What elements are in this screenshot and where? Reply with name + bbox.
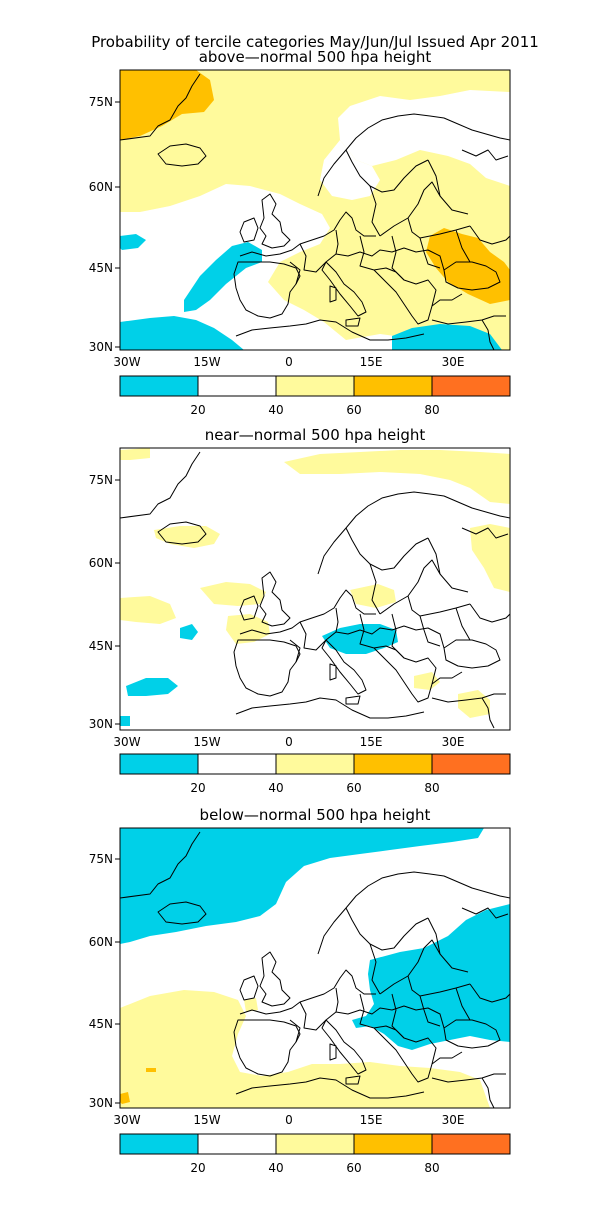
lon-tick-label: 30W	[113, 355, 140, 369]
colorbar-label: 20	[190, 781, 205, 795]
colorbar-label: 80	[424, 1161, 439, 1175]
prob-60-80-region	[120, 70, 214, 140]
lon-tick-label: 15W	[193, 355, 220, 369]
prob-below-20-region	[120, 316, 244, 350]
map-frame	[119, 827, 511, 1109]
colorbar: 20 40 60 80	[119, 375, 511, 417]
prob-below-20-region	[184, 242, 262, 312]
panel-title: near—normal 500 hpa height	[205, 426, 426, 444]
lon-tick-label: 15W	[193, 1113, 220, 1127]
lat-tick-label: 30N	[89, 717, 113, 731]
lat-tick-label: 75N	[89, 95, 113, 109]
lat-tick-label: 60N	[89, 556, 113, 570]
prob-below-20-region	[180, 624, 198, 640]
figure-title: Probability of tercile categories May/Ju…	[91, 33, 539, 51]
map-frame	[119, 69, 511, 351]
colorbar-label: 80	[424, 403, 439, 417]
lon-tick-label: 15W	[193, 735, 220, 749]
colorbar: 20 40 60 80	[119, 1133, 511, 1175]
prob-below-20-region	[352, 904, 510, 1050]
prob-40-60-region	[244, 998, 258, 1012]
colorbar: 20 40 60 80	[119, 753, 511, 795]
prob-40-60-region	[284, 450, 510, 504]
lon-tick-label: 30W	[113, 735, 140, 749]
lat-tick-label: 45N	[89, 1017, 113, 1031]
prob-below-20-region	[120, 716, 130, 726]
lon-tick-label: 0	[285, 355, 293, 369]
prob-60-80-region	[120, 1092, 130, 1104]
prob-40-60-region	[458, 690, 490, 718]
prob-40-60-region	[120, 990, 490, 1108]
prob-below-20-region	[392, 324, 502, 350]
panel-near-normal: near—normal 500 hpa height	[89, 426, 511, 795]
lat-tick-label: 75N	[89, 852, 113, 866]
map-frame	[119, 447, 511, 731]
prob-40-60-region	[120, 448, 150, 460]
panel-title: below—normal 500 hpa height	[200, 806, 431, 824]
colorbar-label: 80	[424, 781, 439, 795]
prob-40-60-region	[200, 582, 266, 606]
lat-tick-label: 60N	[89, 935, 113, 949]
map-area	[120, 828, 510, 1108]
colorbar-label: 60	[346, 781, 361, 795]
lat-tick-label: 60N	[89, 180, 113, 194]
prob-below-20-region	[322, 624, 398, 654]
colorbar-label: 40	[268, 781, 283, 795]
lon-tick-label: 15E	[360, 1113, 383, 1127]
lon-tick-label: 30W	[113, 1113, 140, 1127]
colorbar-label: 60	[346, 1161, 361, 1175]
panel-above-normal: above—normal 500 hpa height 75N 60N 45N …	[89, 48, 511, 417]
lon-tick-label: 30E	[442, 735, 465, 749]
lon-tick-label: 0	[285, 735, 293, 749]
map-area	[120, 70, 510, 350]
colorbar-label: 20	[190, 403, 205, 417]
lon-tick-label: 15E	[360, 735, 383, 749]
prob-below-20-region	[126, 678, 178, 696]
prob-40-60-region	[120, 596, 176, 624]
panel-below-normal: below—normal 500 hpa height 75N 60N 45N …	[89, 806, 511, 1175]
map-area	[120, 448, 510, 730]
lat-tick-label: 30N	[89, 1096, 113, 1110]
lat-tick-label: 45N	[89, 261, 113, 275]
prob-40-60-region	[470, 524, 510, 592]
lon-tick-label: 30E	[442, 355, 465, 369]
lat-tick-label: 75N	[89, 473, 113, 487]
prob-40-60-region	[120, 70, 510, 350]
prob-40-60-region	[226, 614, 270, 644]
colorbar-label: 60	[346, 403, 361, 417]
lat-tick-label: 45N	[89, 639, 113, 653]
lon-tick-label: 0	[285, 1113, 293, 1127]
panel-title: above—normal 500 hpa height	[199, 48, 432, 66]
prob-below-20-region	[120, 828, 484, 944]
lat-tick-label: 30N	[89, 340, 113, 354]
prob-60-80-region	[146, 1068, 156, 1072]
colorbar-label: 20	[190, 1161, 205, 1175]
lon-tick-label: 30E	[442, 1113, 465, 1127]
colorbar-label: 40	[268, 1161, 283, 1175]
prob-60-80-region	[426, 228, 510, 304]
lon-tick-label: 15E	[360, 355, 383, 369]
prob-below-20-region	[120, 234, 146, 250]
colorbar-label: 40	[268, 403, 283, 417]
